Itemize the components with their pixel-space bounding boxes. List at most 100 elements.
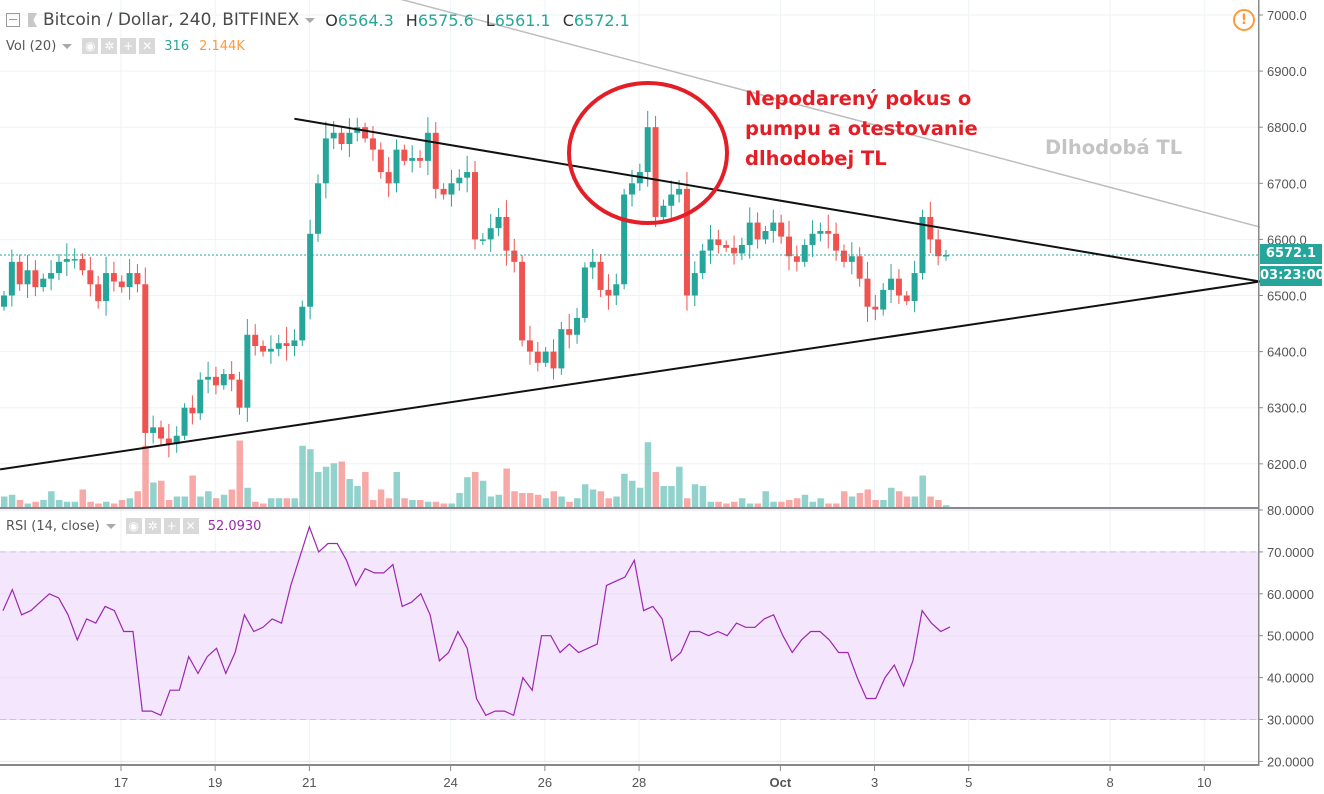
- candle-body: [731, 247, 738, 254]
- volume-bar: [778, 501, 785, 507]
- volume-bar: [519, 493, 526, 507]
- candle-body: [189, 407, 196, 414]
- volume-bar: [252, 501, 259, 507]
- volume-bar: [888, 487, 895, 507]
- candle-body: [283, 343, 290, 346]
- volume-bar: [158, 480, 165, 507]
- collapse-icon[interactable]: [6, 13, 20, 27]
- chevron-down-icon[interactable]: [62, 43, 73, 49]
- eye-icon[interactable]: ◉: [125, 518, 142, 534]
- symbol-title[interactable]: Bitcoin / Dollar, 240, BITFINEX: [43, 10, 300, 30]
- volume-bar: [793, 498, 801, 507]
- alert-icon[interactable]: !: [1233, 9, 1255, 31]
- volume-bar: [165, 500, 173, 507]
- candle-body: [927, 216, 934, 240]
- price-tick-label: 6300.0: [1267, 401, 1307, 416]
- candle-body: [212, 376, 219, 386]
- candle-body: [220, 374, 227, 386]
- long-term-trendline-label[interactable]: Dlhodobá TL: [1045, 136, 1183, 159]
- rsi-label[interactable]: RSI (14, close): [6, 518, 100, 534]
- volume-bar: [440, 503, 448, 507]
- candle-body: [676, 188, 683, 195]
- eye-icon[interactable]: ◉: [82, 38, 99, 54]
- volume-bar: [291, 498, 298, 507]
- candle-body: [856, 256, 863, 279]
- candle-body: [581, 267, 588, 318]
- volume-label[interactable]: Vol (20): [6, 38, 57, 54]
- candle-body: [417, 158, 424, 161]
- plus-icon[interactable]: +: [120, 38, 137, 54]
- volume-bar: [472, 472, 479, 507]
- candle-body: [778, 222, 785, 237]
- volume-bar: [63, 501, 71, 507]
- candle-body: [895, 278, 902, 296]
- candle-body: [683, 188, 690, 296]
- volume-bar: [848, 496, 856, 507]
- volume-bar: [707, 501, 714, 507]
- candle-body: [103, 273, 110, 302]
- volume-bar: [338, 461, 346, 507]
- time-tick-label: 26: [538, 775, 552, 790]
- candle-body: [330, 132, 337, 139]
- volume-bar: [48, 491, 55, 507]
- price-tick-label: 6700.0: [1267, 176, 1307, 191]
- time-tick-label: 3: [871, 775, 878, 790]
- close-icon[interactable]: ✕: [182, 518, 199, 534]
- candle-body: [440, 188, 447, 195]
- volume-bar: [840, 491, 848, 507]
- volume-bar: [315, 472, 322, 507]
- annotation-text[interactable]: Nepodarený pokus o pumpu a otestovanie d…: [745, 84, 978, 174]
- plus-icon[interactable]: +: [163, 518, 180, 534]
- volume-bar: [464, 477, 471, 507]
- chevron-down-icon[interactable]: [305, 17, 316, 23]
- volume-bar: [79, 489, 86, 507]
- gear-icon[interactable]: ✲: [144, 518, 161, 534]
- gear-icon[interactable]: ✲: [101, 38, 118, 54]
- candle-body: [864, 278, 871, 307]
- flag-icon[interactable]: [28, 13, 37, 27]
- candle-body: [919, 216, 926, 274]
- volume-bar: [880, 500, 887, 507]
- volume-bar: [118, 500, 126, 507]
- rsi-tick-label: 40.0000: [1267, 671, 1314, 686]
- price-tick-label: 7000.0: [1267, 8, 1307, 23]
- candle-body: [165, 438, 172, 445]
- volume-bar: [943, 505, 950, 507]
- annotation-circle: [567, 81, 729, 225]
- volume-bar: [32, 501, 39, 507]
- candle-body: [691, 273, 698, 296]
- volume-bar: [825, 503, 832, 507]
- candle-body: [307, 233, 314, 307]
- candle-body: [888, 278, 895, 290]
- candle-body: [550, 351, 557, 369]
- volume-bar: [715, 501, 722, 507]
- volume-bar: [432, 501, 440, 507]
- rsi-tick-label: 70.0000: [1267, 545, 1314, 560]
- candle-body: [542, 351, 549, 363]
- candle-body: [574, 317, 581, 335]
- annotation-line: Nepodarený pokus o: [745, 87, 972, 110]
- candle-body: [809, 233, 816, 246]
- chevron-down-icon[interactable]: [105, 523, 116, 529]
- candle-body: [746, 222, 753, 246]
- volume-bar: [417, 500, 424, 507]
- volume-value: 316: [164, 38, 190, 54]
- time-tick-label: 10: [1197, 775, 1211, 790]
- candle-body: [32, 270, 39, 288]
- close-icon[interactable]: ✕: [139, 38, 156, 54]
- candle-body: [723, 245, 730, 248]
- volume-bar: [205, 491, 212, 507]
- candle-body: [87, 270, 94, 285]
- volume-bar: [16, 500, 24, 507]
- volume-bar: [762, 491, 769, 507]
- volume-bar: [597, 491, 605, 507]
- volume-bar: [895, 491, 903, 507]
- volume-bar: [322, 466, 330, 507]
- volume-bar: [833, 503, 840, 507]
- candle-body: [699, 250, 706, 274]
- candle-body: [880, 289, 887, 310]
- price-axis-border: [1258, 0, 1260, 766]
- volume-bar: [330, 463, 338, 507]
- time-tick-label: Oct: [770, 775, 792, 790]
